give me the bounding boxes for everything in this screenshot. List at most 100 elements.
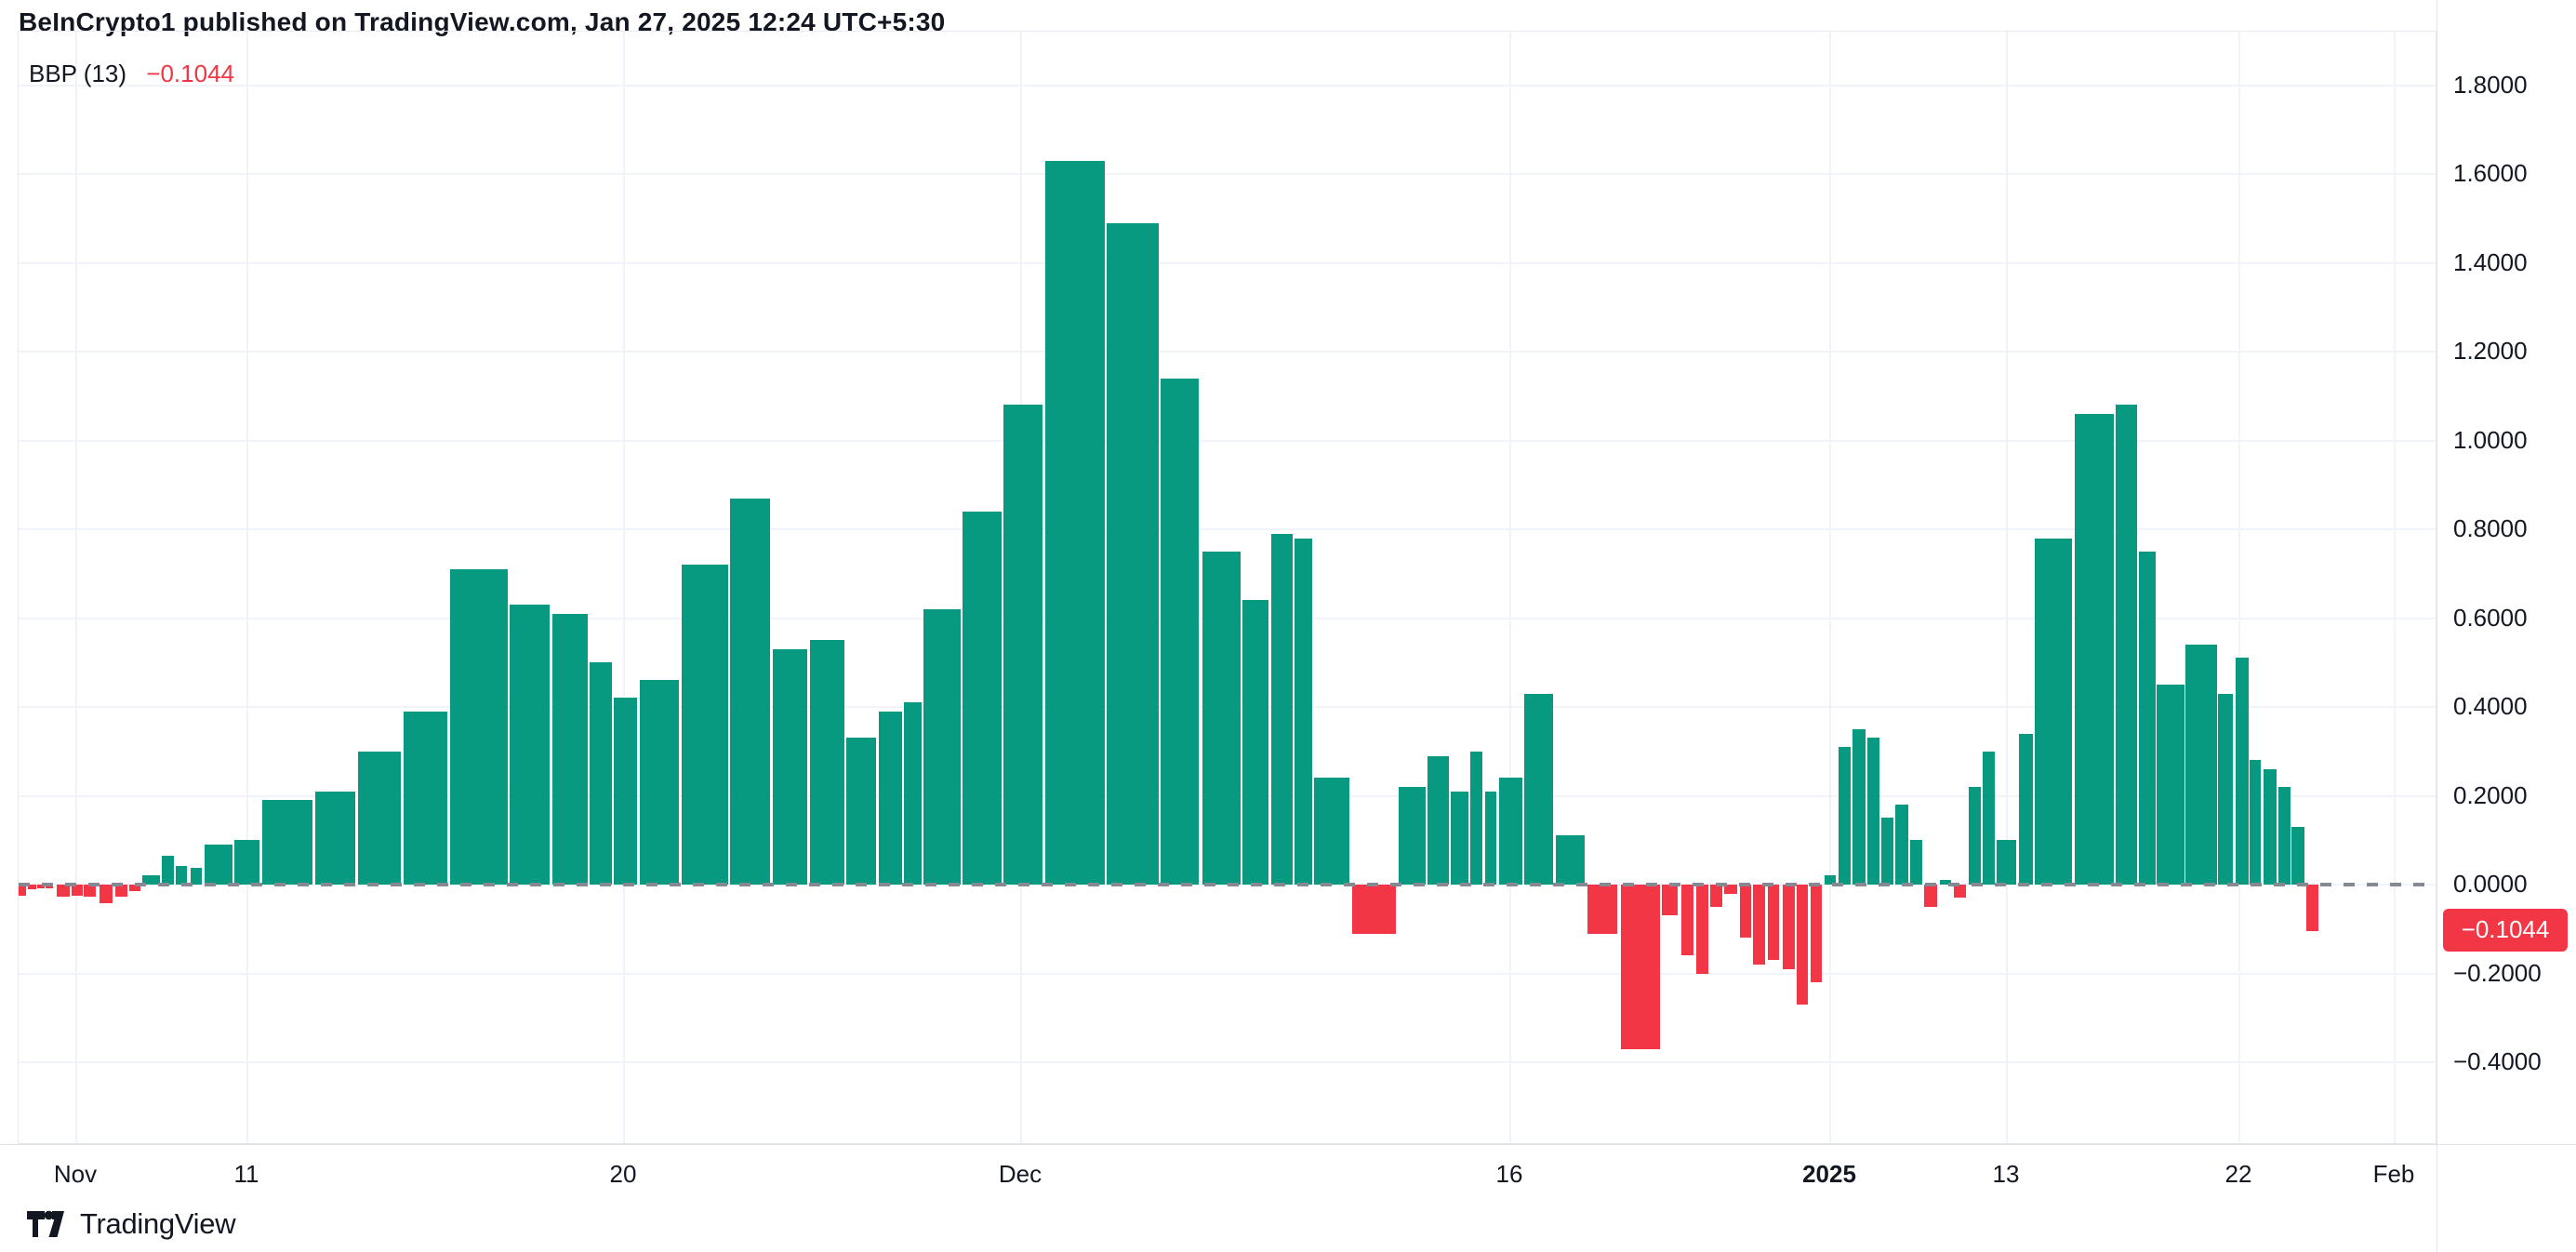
histogram-bar (1753, 885, 1765, 965)
histogram-bar (1161, 378, 1199, 885)
histogram-bar (191, 867, 202, 885)
histogram-bar (205, 845, 232, 885)
histogram-bar (590, 662, 612, 885)
histogram-bar (1587, 885, 1617, 934)
histogram-bar (1969, 786, 1981, 885)
histogram-bar (1797, 885, 1808, 1005)
histogram-bar (1107, 222, 1159, 885)
histogram-bar (2116, 405, 2137, 885)
last-value-badge: −0.1044 (2443, 908, 2568, 952)
h-gridline (19, 173, 2436, 175)
histogram-bar (846, 738, 876, 885)
histogram-bar (1852, 728, 1866, 885)
histogram-bar (1451, 791, 1468, 885)
histogram-bar (1314, 778, 1349, 885)
histogram-bar (2185, 645, 2217, 885)
v-gridline (623, 32, 625, 1143)
price-label: 1.2000 (2453, 337, 2528, 365)
histogram-bar (162, 855, 174, 885)
h-gridline (19, 351, 2436, 353)
histogram-bar (100, 885, 113, 904)
histogram-bar (1485, 791, 1496, 885)
histogram-bar (640, 680, 679, 885)
price-label: 0.4000 (2453, 692, 2528, 720)
indicator-legend[interactable]: BBP (13) −0.1044 (29, 60, 234, 88)
tradingview-logo-text: TradingView (80, 1207, 236, 1240)
time-label: 16 (1495, 1160, 1523, 1188)
v-gridline (1509, 32, 1511, 1143)
zero-dashed-line (19, 883, 2436, 886)
histogram-bar (2157, 685, 2184, 885)
histogram-bar (1352, 885, 1396, 934)
tradingview-attribution[interactable]: TradingView (26, 1204, 236, 1245)
indicator-params: (13) (83, 60, 127, 87)
price-label: 1.0000 (2453, 425, 2528, 454)
time-label: 11 (233, 1160, 259, 1188)
price-label: 0.0000 (2453, 870, 2528, 898)
price-scale[interactable]: 1.8000 1.6000 1.4000 1.2000 1.0000 0.8000 0.60… (2437, 0, 2576, 1252)
histogram-bar (1696, 885, 1708, 974)
h-gridline (19, 528, 2436, 530)
histogram-bar (1399, 786, 1426, 885)
tradingview-logo-icon (27, 1210, 64, 1237)
price-label: 1.6000 (2453, 159, 2528, 187)
histogram-bar (1839, 746, 1851, 885)
histogram-bar (2075, 413, 2114, 885)
histogram-bar (1681, 885, 1693, 956)
time-label: 20 (609, 1160, 637, 1188)
histogram-bar (1003, 405, 1042, 885)
histogram-bar (1825, 875, 1836, 885)
price-label: 0.2000 (2453, 780, 2528, 809)
v-gridline (246, 32, 248, 1143)
time-label: Dec (998, 1160, 1042, 1188)
histogram-bar (358, 751, 401, 885)
histogram-bar (923, 608, 961, 885)
histogram-bar (1202, 551, 1241, 885)
histogram-bar (2019, 733, 2033, 885)
histogram-bar (129, 885, 140, 892)
histogram-bar (1983, 751, 1995, 885)
time-label: 2025 (1802, 1160, 1856, 1188)
v-gridline (1829, 32, 1831, 1143)
histogram-bar (1045, 160, 1105, 885)
time-scale[interactable]: Nov 11 20 Dec 16 2025 13 22 Feb (0, 1144, 2576, 1202)
histogram-bar (1783, 885, 1795, 969)
chart-pane[interactable] (18, 31, 2437, 1144)
v-gridline (2394, 32, 2396, 1143)
histogram-bar (552, 613, 588, 885)
histogram-bar (28, 885, 36, 889)
histogram-bar (1427, 755, 1449, 885)
histogram-bar (234, 840, 259, 885)
histogram-bar (682, 565, 728, 885)
histogram-bar (1271, 533, 1293, 885)
histogram-bar (1524, 693, 1553, 885)
histogram-bar (1710, 885, 1722, 907)
v-gridline (2238, 32, 2240, 1143)
indicator-value: −0.1044 (146, 60, 234, 87)
histogram-bar (510, 605, 550, 885)
indicator-name: BBP (29, 60, 77, 87)
histogram-bar (773, 648, 807, 885)
histogram-bar (57, 885, 70, 898)
price-label: 0.6000 (2453, 603, 2528, 632)
histogram-bar (262, 800, 312, 885)
histogram-bar (1470, 751, 1482, 885)
histogram-bar (1910, 840, 1922, 885)
histogram-bar (963, 511, 1002, 885)
histogram-bar (115, 885, 127, 897)
histogram-bar (1242, 600, 1268, 885)
h-gridline (19, 972, 2436, 975)
h-gridline (19, 439, 2436, 442)
histogram-bar (72, 885, 83, 896)
time-label: Nov (53, 1160, 98, 1188)
price-label: 0.8000 (2453, 514, 2528, 542)
histogram-bar (879, 711, 902, 885)
histogram-bar (2218, 693, 2233, 885)
histogram-bar (1954, 885, 1966, 899)
histogram-bar (2250, 760, 2261, 885)
price-label: 1.8000 (2453, 70, 2528, 99)
v-gridline (2006, 32, 2008, 1143)
histogram-bar (450, 568, 508, 885)
histogram-bar (2139, 551, 2156, 885)
